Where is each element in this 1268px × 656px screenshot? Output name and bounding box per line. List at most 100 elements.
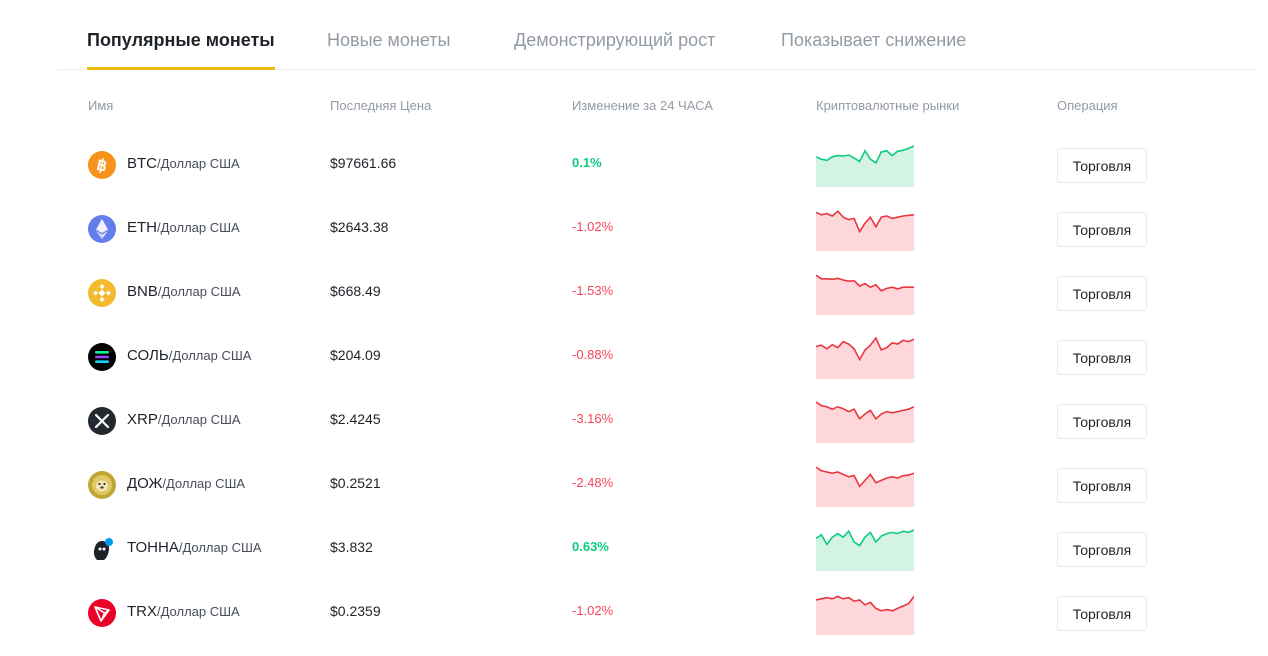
quote-currency: /Доллар США [157,284,241,299]
last-price: $204.09 [330,347,381,363]
sparkline-area [816,467,914,507]
coin-symbol: BTC [127,155,157,172]
coin-pair[interactable]: TRX/Доллар США [127,603,240,620]
sparkline-chart [816,210,914,251]
sparkline-line [816,274,914,292]
quote-currency: /Доллар США [157,220,240,235]
quote-currency: /Доллар США [157,604,240,619]
trade-button[interactable]: Торговля [1057,212,1147,247]
active-tab-underline [87,67,275,70]
coin-pair[interactable]: XRP/Доллар США [127,411,241,428]
coin-pair[interactable]: СОЛЬ/Доллар США [127,347,251,364]
change-24h: -1.53% [572,283,614,298]
trade-button[interactable]: Торговля [1057,340,1147,375]
coin-symbol: ETH [127,219,157,236]
tab-popular-label: Популярные монеты [87,30,275,50]
coin-pair[interactable]: ДОЖ/Доллар США [127,475,245,492]
table-row[interactable]: XRP/Доллар США $2.4245 -3.16% Торговля [0,389,1268,453]
sparkline-line [816,210,914,234]
last-price: $97661.66 [330,155,397,171]
quote-currency: /Доллар США [157,156,240,171]
change-24h: -1.02% [572,219,614,234]
trade-button[interactable]: Торговля [1057,532,1147,567]
coin-symbol: ТОННА [127,539,179,556]
column-header-name: Имя [88,98,114,113]
coin-pair[interactable]: BNB/Доллар США [127,283,241,300]
column-header-markets: Криптовалютные рынки [816,98,960,113]
tab-losers[interactable]: Показывает снижение [781,29,966,51]
table-row[interactable]: ฿ BTC/Доллар США $97661.66 0.1% Торговля [0,133,1268,197]
change-24h: -2.48% [572,475,614,490]
coin-symbol: TRX [127,603,157,620]
sparkline-line [816,466,914,488]
coin-symbol: XRP [127,411,158,428]
table-row[interactable]: BNB/Доллар США $668.49 -1.53% Торговля [0,261,1268,325]
sparkline-area [816,530,914,571]
bitcoin-icon: ฿ [88,151,116,179]
quote-currency: /Доллар США [162,476,246,491]
change-24h: -0.88% [572,347,614,362]
coin-symbol: СОЛЬ [127,347,169,364]
solana-icon [88,343,116,371]
change-24h: -1.02% [572,603,614,618]
last-price: $3.832 [330,539,373,555]
trade-button[interactable]: Торговля [1057,276,1147,311]
change-24h: -3.16% [572,411,614,426]
sparkline-line [816,401,914,421]
tron-icon [88,599,116,627]
column-header-price: Последняя Цена [330,98,432,113]
dogecoin-icon [88,471,116,499]
market-tabs: Популярные монеты Новые монеты Демонстри… [58,0,1256,70]
tab-gainers-label: Демонстрирующий рост [514,30,716,50]
tab-new[interactable]: Новые монеты [327,29,450,51]
svg-text:฿: ฿ [95,157,108,176]
sparkline-line [816,529,914,547]
last-price: $2.4245 [330,411,381,427]
quote-currency: /Доллар США [178,540,262,555]
coin-symbol: BNB [127,283,158,300]
sparkline-line [816,145,914,164]
trade-button[interactable]: Торговля [1057,468,1147,503]
change-24h: 0.1% [572,155,602,170]
quote-currency: /Доллар США [157,412,241,427]
sparkline-area [816,338,914,379]
sparkline-chart [816,145,914,187]
sparkline-chart [816,529,914,571]
last-price: $668.49 [330,283,381,299]
column-header-change: Изменение за 24 ЧАСА [572,98,713,113]
change-24h: 0.63% [572,539,609,554]
tab-gainers[interactable]: Демонстрирующий рост [514,29,715,51]
trade-button[interactable]: Торговля [1057,596,1147,631]
bnb-icon [88,279,116,307]
table-row[interactable]: ДОЖ/Доллар США $0.2521 -2.48% Торговля [0,453,1268,517]
trade-button[interactable]: Торговля [1057,404,1147,439]
tab-popular[interactable]: Популярные монеты [87,29,275,70]
trade-button[interactable]: Торговля [1057,148,1147,183]
sparkline-line [816,595,914,612]
table-row[interactable]: ТОННА/Доллар США $3.832 0.63% Торговля [0,517,1268,581]
table-row[interactable]: TRX/Доллар США $0.2359 -1.02% Торговля [0,581,1268,645]
last-price: $0.2359 [330,603,381,619]
sparkline-chart [816,466,914,507]
sparkline-chart [816,274,914,315]
table-row[interactable]: ETH/Доллар США $2643.38 -1.02% Торговля [0,197,1268,261]
sparkline-area [816,275,914,315]
coin-pair[interactable]: ETH/Доллар США [127,219,240,236]
quote-currency: /Доллар США [168,348,252,363]
column-header-operation: Операция [1057,98,1118,113]
sparkline-area [816,211,914,251]
tab-new-label: Новые монеты [327,30,451,50]
sparkline-chart [816,401,914,443]
tab-losers-label: Показывает снижение [781,30,967,50]
last-price: $2643.38 [330,219,389,235]
coin-pair[interactable]: BTC/Доллар США [127,155,240,172]
sparkline-chart [816,595,914,635]
toncoin-icon [88,535,116,563]
xrp-icon [88,407,116,435]
sparkline-line [816,336,914,362]
table-row[interactable]: СОЛЬ/Доллар США $204.09 -0.88% Торговля [0,325,1268,389]
coin-pair[interactable]: ТОННА/Доллар США [127,539,262,556]
sparkline-chart [816,336,914,379]
ethereum-icon [88,215,116,243]
coin-symbol: ДОЖ [127,475,163,492]
